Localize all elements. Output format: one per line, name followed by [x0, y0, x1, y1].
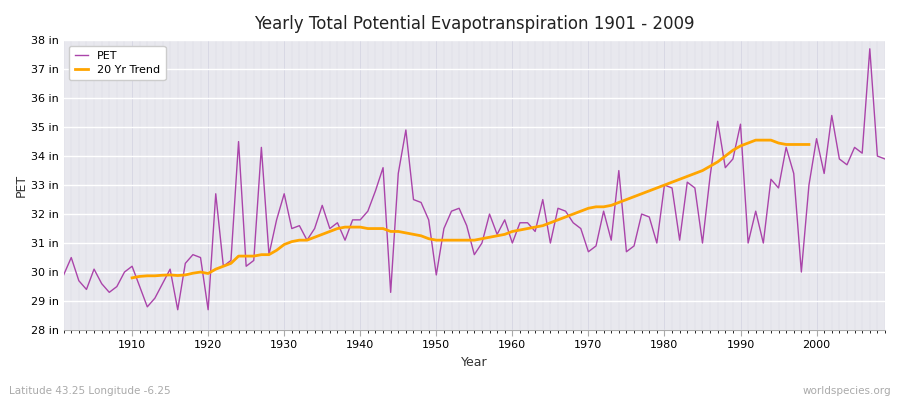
20 Yr Trend — [127, 276, 138, 280]
PET — [294, 223, 305, 228]
PET — [515, 220, 526, 225]
20 Yr Trend — [780, 142, 791, 147]
Line: PET: PET — [64, 49, 885, 310]
Text: Latitude 43.25 Longitude -6.25: Latitude 43.25 Longitude -6.25 — [9, 386, 171, 396]
X-axis label: Year: Year — [461, 356, 488, 369]
Y-axis label: PET: PET — [15, 174, 28, 197]
PET — [606, 238, 616, 242]
PET — [58, 272, 69, 277]
PET — [864, 46, 875, 51]
Text: worldspecies.org: worldspecies.org — [803, 386, 891, 396]
20 Yr Trend — [598, 204, 609, 209]
20 Yr Trend — [332, 226, 343, 231]
20 Yr Trend — [218, 264, 229, 269]
20 Yr Trend — [689, 171, 700, 176]
20 Yr Trend — [804, 142, 814, 147]
Title: Yearly Total Potential Evapotranspiration 1901 - 2009: Yearly Total Potential Evapotranspiratio… — [254, 15, 695, 33]
PET — [119, 270, 130, 274]
Legend: PET, 20 Yr Trend: PET, 20 Yr Trend — [69, 46, 166, 80]
PET — [879, 156, 890, 161]
PET — [339, 238, 350, 242]
PET — [172, 307, 183, 312]
Line: 20 Yr Trend: 20 Yr Trend — [132, 140, 809, 278]
20 Yr Trend — [705, 164, 716, 169]
20 Yr Trend — [751, 138, 761, 142]
PET — [507, 241, 517, 246]
